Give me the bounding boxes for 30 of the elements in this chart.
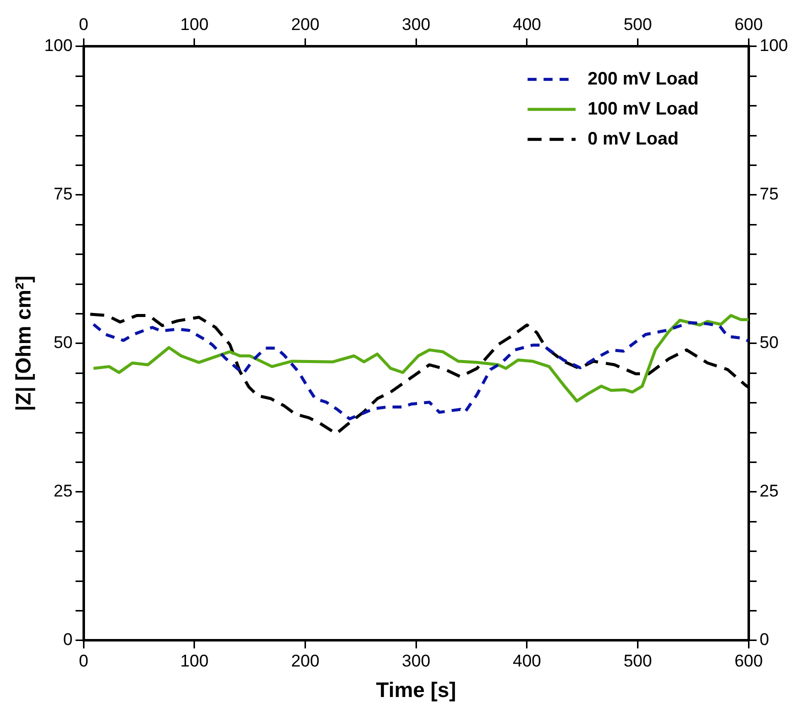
x-tick-label: 100 bbox=[180, 651, 209, 670]
legend-label: 100 mV Load bbox=[588, 98, 699, 118]
x-tick-label: 400 bbox=[512, 651, 542, 670]
x-axis-title: Time [s] bbox=[376, 679, 456, 702]
x-tick-label: 200 bbox=[291, 651, 320, 670]
x2-tick-label: 300 bbox=[402, 14, 430, 34]
y-tick-label: 25 bbox=[54, 482, 73, 501]
y2-tick-label: 25 bbox=[760, 482, 779, 501]
legend-label: 0 mV Load bbox=[588, 128, 679, 148]
x2-tick-label: 0 bbox=[78, 14, 88, 34]
y-tick-label: 75 bbox=[54, 184, 73, 204]
y-tick-label: 0 bbox=[63, 630, 73, 650]
x2-tick-label: 600 bbox=[734, 14, 763, 34]
y-axis-title: |Z| [Ohm cm²] bbox=[12, 276, 36, 412]
x2-tick-label: 200 bbox=[291, 14, 320, 34]
x2-tick-label: 100 bbox=[180, 14, 209, 34]
x2-tick-label: 400 bbox=[512, 14, 542, 34]
x-tick-label: 500 bbox=[624, 651, 652, 670]
x2-tick-label: 500 bbox=[624, 14, 652, 34]
line-series bbox=[92, 321, 749, 420]
x-tick-label: 600 bbox=[734, 651, 763, 670]
y2-tick-label: 0 bbox=[760, 630, 770, 650]
x-tick-label: 0 bbox=[78, 651, 88, 670]
legend-label: 200 mV Load bbox=[588, 68, 699, 88]
y2-tick-label: 50 bbox=[760, 333, 779, 352]
y2-tick-label: 100 bbox=[760, 36, 788, 56]
x-tick-label: 300 bbox=[402, 651, 430, 670]
y-tick-label: 100 bbox=[44, 36, 73, 56]
y2-tick-label: 75 bbox=[760, 184, 779, 204]
y-tick-label: 50 bbox=[54, 333, 73, 352]
